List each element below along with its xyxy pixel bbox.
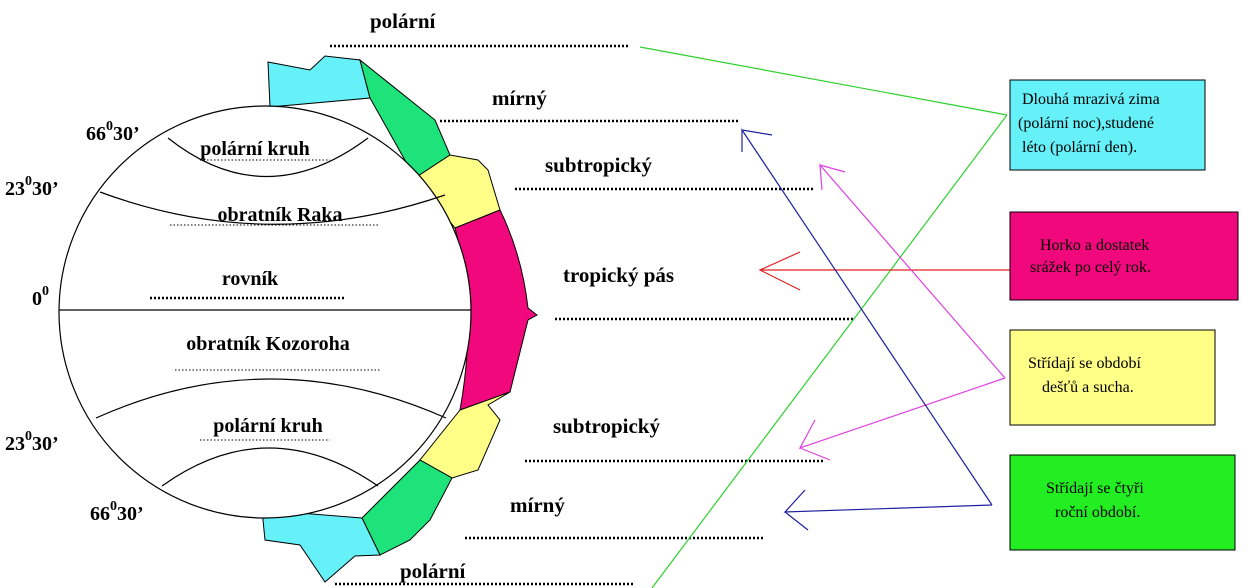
box-tropic — [1010, 212, 1238, 300]
zone-label: subtropický — [545, 153, 652, 177]
box-subtropic — [1010, 330, 1215, 425]
globe-label: polární kruh — [200, 138, 309, 160]
zone-label: mírný — [492, 86, 547, 110]
zone-label: subtropický — [553, 414, 660, 438]
zone-label: mírný — [510, 493, 565, 517]
zones-diagram: polární kruh obratník Raka rovník obratn… — [0, 0, 1248, 588]
zone-label: polární — [400, 559, 467, 583]
latitude: 23030’ — [5, 174, 59, 200]
ring-polar-bottom — [262, 510, 380, 582]
globe-label: polární kruh — [213, 415, 322, 437]
globe-label: rovník — [222, 268, 279, 290]
boxes: Dlouhá mrazivá zima(polární noc),studené… — [1010, 80, 1238, 550]
zone-label: tropický pás — [563, 263, 674, 287]
latitude: 66030’ — [90, 499, 144, 525]
globe-label: obratník Kozoroha — [186, 333, 350, 355]
box-temperate — [1010, 455, 1235, 550]
globe — [59, 106, 471, 518]
latitude: 66030’ — [86, 119, 140, 145]
latitude: 00 — [32, 284, 49, 310]
globe-label: obratník Raka — [217, 204, 342, 226]
ring-polar-top — [268, 56, 370, 107]
red-arrow — [760, 252, 1012, 290]
connectors — [640, 47, 1012, 588]
magenta-arrows — [800, 165, 1005, 460]
latitude: 23030’ — [5, 429, 59, 455]
zone-label: polární — [370, 9, 437, 33]
